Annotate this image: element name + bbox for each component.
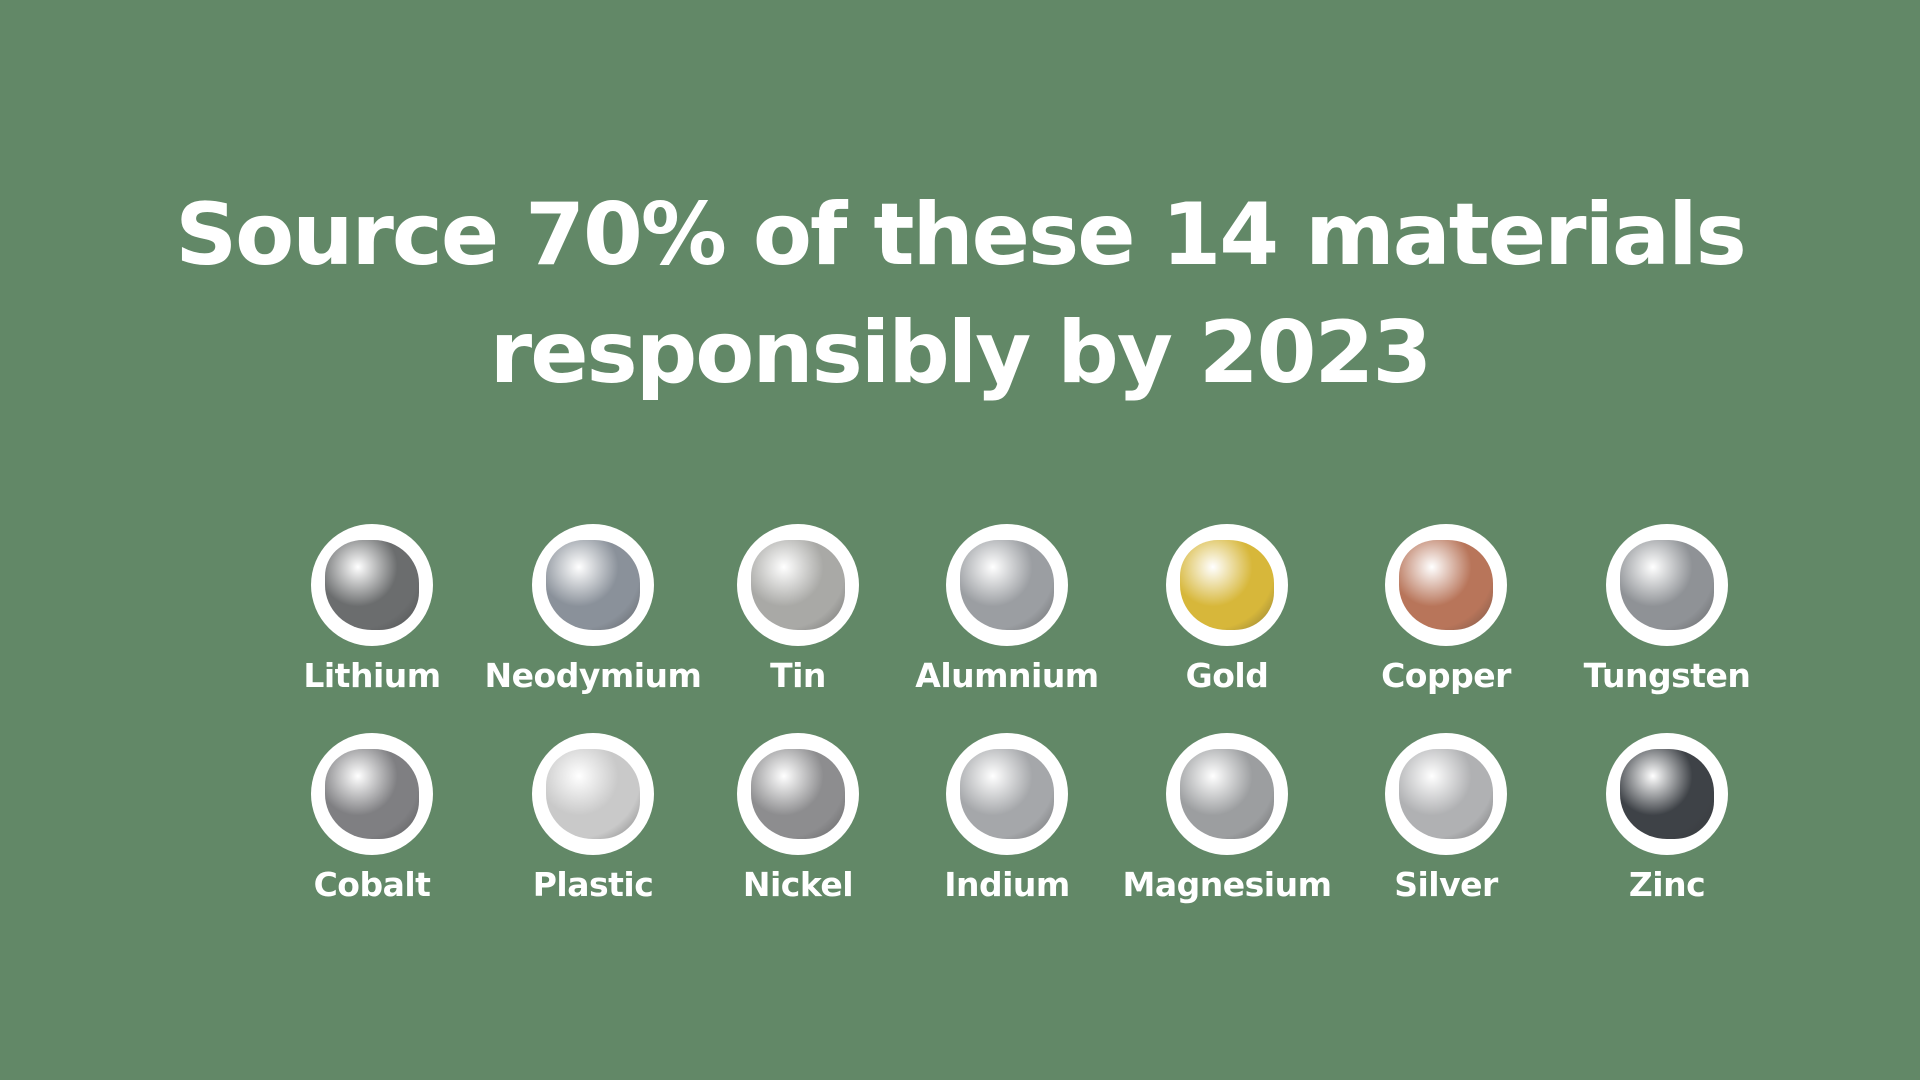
material-gold: Gold	[1107, 524, 1347, 695]
material-sample	[1180, 540, 1274, 630]
material-label: Alumnium	[915, 656, 1099, 695]
material-tin: Tin	[678, 524, 918, 695]
material-zinc: Zinc	[1547, 733, 1787, 904]
material-sample	[1620, 540, 1714, 630]
headline-line-1: Source 70% of these 14 materials	[175, 185, 1747, 285]
material-label: Tin	[770, 656, 826, 695]
material-alumnium: Alumnium	[887, 524, 1127, 695]
material-label: Silver	[1394, 865, 1498, 904]
material-sample	[325, 749, 419, 839]
material-silver: Silver	[1326, 733, 1566, 904]
material-image	[311, 733, 433, 855]
material-label: Copper	[1381, 656, 1511, 695]
material-label: Magnesium	[1122, 865, 1332, 904]
material-nickel: Nickel	[678, 733, 918, 904]
material-magnesium: Magnesium	[1107, 733, 1347, 904]
material-lithium: Lithium	[252, 524, 492, 695]
material-sample	[960, 540, 1054, 630]
material-image	[311, 524, 433, 646]
material-sample	[546, 749, 640, 839]
material-image	[946, 524, 1068, 646]
material-indium: Indium	[887, 733, 1127, 904]
material-label: Nickel	[742, 865, 854, 904]
material-label: Lithium	[303, 656, 441, 695]
material-label: Tungsten	[1583, 656, 1751, 695]
material-cobalt: Cobalt	[252, 733, 492, 904]
material-sample	[1180, 749, 1274, 839]
material-sample	[1399, 749, 1493, 839]
material-image	[1166, 524, 1288, 646]
material-image	[1166, 733, 1288, 855]
material-copper: Copper	[1326, 524, 1566, 695]
material-neodymium: Neodymium	[473, 524, 713, 695]
headline-line-2: responsibly by 2023	[489, 303, 1432, 403]
material-image	[532, 524, 654, 646]
material-label: Cobalt	[313, 865, 431, 904]
material-sample	[325, 540, 419, 630]
material-sample	[751, 540, 845, 630]
material-image	[946, 733, 1068, 855]
material-sample	[751, 749, 845, 839]
material-image	[1385, 733, 1507, 855]
material-image	[532, 733, 654, 855]
material-sample	[1399, 540, 1493, 630]
material-image	[737, 524, 859, 646]
material-plastic: Plastic	[473, 733, 713, 904]
material-image	[737, 733, 859, 855]
material-label: Gold	[1185, 656, 1269, 695]
material-label: Zinc	[1628, 865, 1706, 904]
material-tungsten: Tungsten	[1547, 524, 1787, 695]
material-sample	[546, 540, 640, 630]
material-label: Neodymium	[484, 656, 702, 695]
material-sample	[1620, 749, 1714, 839]
material-sample	[960, 749, 1054, 839]
material-label: Plastic	[532, 865, 654, 904]
material-label: Indium	[944, 865, 1070, 904]
material-image	[1606, 733, 1728, 855]
material-image	[1385, 524, 1507, 646]
material-image	[1606, 524, 1728, 646]
